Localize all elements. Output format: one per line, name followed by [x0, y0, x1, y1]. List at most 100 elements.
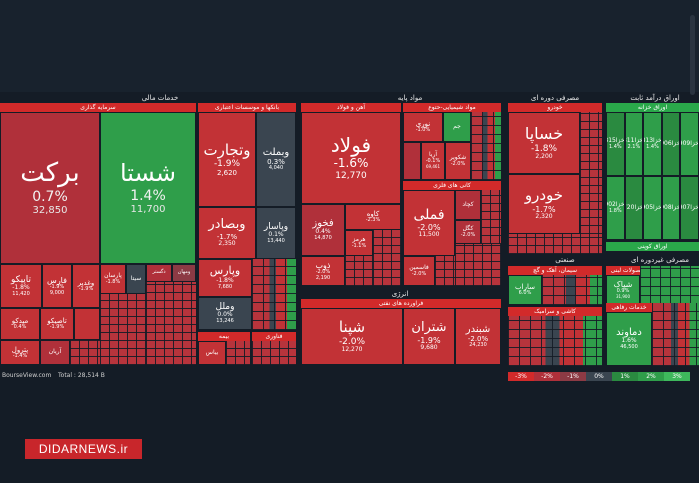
tile-midko[interactable]: میدکو 0.4% [0, 308, 40, 340]
tile-name: آریان [48, 348, 62, 356]
tile-vbime[interactable]: بیاس [198, 341, 226, 365]
tile-damavand[interactable]: دماوند 1.6% 46,500 [606, 312, 652, 366]
tile-tapiko[interactable]: تاپیکو -1.8% 11,420 [0, 264, 42, 308]
tile-kave[interactable]: کاوه -2.3% [345, 204, 401, 230]
subheader-coupon[interactable]: اوراق کوپنی [606, 242, 699, 251]
tile-aryan[interactable]: آریان [40, 340, 70, 365]
small-tiles-nonmetal[interactable] [481, 190, 501, 244]
small-tiles-auto-2[interactable] [508, 234, 602, 254]
tile-barkat[interactable]: برکت 0.7% 32,850 [0, 112, 100, 264]
treasury-tile[interactable]: اخزا908 [661, 176, 681, 240]
subheader-refinery[interactable]: فراورده های نفتی [301, 299, 501, 308]
tile-chem-small[interactable] [403, 142, 421, 180]
tile-pct: 1.4% [130, 188, 166, 204]
subheader-investment[interactable]: سرمایه گذاری [0, 103, 196, 112]
treasury-tile[interactable]: اخزا905 [643, 176, 662, 240]
subheader-banks[interactable]: بانکها و موسسات اعتباری [198, 103, 296, 112]
subheader-automotive[interactable]: خودرو [508, 103, 602, 112]
small-tiles-steel-2[interactable] [345, 256, 373, 286]
tile-tapiko2[interactable]: تاصیکو -1.9% [40, 308, 74, 340]
tile-sita[interactable]: سیتا [126, 264, 146, 294]
tile-zob[interactable]: ذوب -2.0% 2,190 [301, 256, 345, 286]
subheader-insurance[interactable]: بیمه [198, 332, 250, 341]
tile-shebandar[interactable]: شبندر -2.0% 24,230 [455, 308, 501, 365]
tile-khsapa[interactable]: خساپا -1.8% 2,200 [508, 112, 580, 174]
subheader-treasury[interactable]: اوراق خزانه [606, 103, 699, 112]
tile-price: 11,500 [418, 231, 440, 239]
treasury-tile-name: اخزا902 [607, 200, 625, 208]
legend-cell: -3% [508, 372, 534, 381]
tile-fasmin[interactable]: فاسمین -2.0% [403, 256, 435, 286]
tile-name: شپاک [613, 280, 633, 290]
subheader-chemicals[interactable]: مواد شیمیایی-حتوع [403, 103, 501, 112]
subheader-engineering[interactable]: کاشی و سرامیک [508, 307, 602, 316]
tile-pct: -2.3% [365, 217, 381, 224]
tile-vbmellat[interactable]: وبملت 0.3% 4,040 [256, 112, 296, 207]
tile-vpars[interactable]: وپارس -1.8% 7,680 [198, 259, 252, 297]
subheader-services[interactable]: خدمات رفاهی [606, 303, 652, 312]
small-tiles-nonmetal-2[interactable] [455, 244, 501, 286]
tile-fmeli[interactable]: فملی -2.0% 11,500 [403, 190, 455, 256]
tile-nouri[interactable]: نوری -1.0% [403, 112, 443, 142]
tile-unnamed-fin[interactable] [74, 308, 100, 340]
small-tiles-financial[interactable] [146, 282, 196, 365]
treasury-tile[interactable]: اخزا906 [661, 112, 681, 176]
tile-name: پترول [11, 345, 29, 354]
tile-pct: 1.6% [621, 337, 637, 345]
tile-shekoria[interactable]: شکویر -2.0% [445, 142, 471, 180]
tile-parsan[interactable]: پارسان -1.8% [100, 264, 126, 294]
tile-shasta[interactable]: شستا 1.4% 11,700 [100, 112, 196, 264]
tile-jam[interactable]: جم [443, 112, 471, 142]
tile-hormoz[interactable]: هرمز -1.1% [345, 230, 373, 256]
subheader-tech[interactable]: فناوری [252, 332, 296, 341]
subheader-iron-steel[interactable]: آهن و فولاد [301, 103, 401, 112]
small-tiles-steel[interactable] [373, 230, 401, 286]
subheader-cement[interactable]: سیمان، آهک و گچ [508, 266, 602, 275]
small-tiles-auto[interactable] [580, 112, 602, 234]
tile-khodro[interactable]: خودرو -1.7% 2,320 [508, 174, 580, 234]
tile-vtejarat[interactable]: وتجارت -1.9% 2,620 [198, 112, 256, 207]
subheader-non-metal[interactable]: کانی های فلزی [403, 181, 501, 190]
legend-cell: -1% [560, 372, 586, 381]
tile-vmellal[interactable]: وملل 0.0% 13,246 [198, 297, 252, 330]
tile-dgostar[interactable]: دگستر [146, 264, 172, 282]
treasury-tile[interactable]: اخزا9021.8% [606, 176, 625, 240]
tile-petrol[interactable]: پترول -1.4% [0, 340, 40, 365]
tile-price: 46,500 [620, 344, 638, 351]
treasury-tile[interactable]: اخزا909 [680, 112, 699, 176]
treasury-tile[interactable]: اخزا720 [624, 176, 644, 240]
small-tiles-chem[interactable] [471, 112, 501, 180]
tile-kchad[interactable]: کچاد [455, 190, 481, 220]
subheader-dairy[interactable]: محصولات لبنی [606, 266, 652, 275]
small-tiles-insurance[interactable] [226, 341, 250, 365]
tile-fkhooz[interactable]: فخوز 0.4% 14,870 [301, 204, 345, 256]
tile-foolad[interactable]: فولاد -1.6% 12,770 [301, 112, 401, 204]
tile-vmahan[interactable]: ومهان [172, 264, 196, 282]
tile-vpasar[interactable]: وپاسار 0.1% 13,440 [256, 207, 296, 259]
tile-shetran[interactable]: شتران -1.9% 9,680 [403, 308, 455, 365]
treasury-tile[interactable]: اخزا8131.4% [643, 112, 662, 176]
tile-vghadir[interactable]: وغدیر -1.9% [72, 264, 100, 308]
tile-arya[interactable]: آریا -0.1% 69,461 [421, 142, 445, 180]
tile-shapna[interactable]: شپنا -2.0% 12,270 [301, 308, 403, 365]
treasury-tile[interactable]: اخزا8151.4% [606, 112, 625, 176]
small-tiles-banks[interactable] [252, 259, 296, 330]
tile-vbsader[interactable]: وبصادر -1.7% 2,350 [198, 207, 256, 259]
tile-kgol[interactable]: کگل -2.0% [455, 220, 481, 244]
tile-fars[interactable]: فارس -1.9% 9,000 [42, 264, 72, 308]
small-tiles-nonmetal-3[interactable] [435, 256, 455, 286]
tile-name: جم [453, 122, 461, 130]
small-tiles-services[interactable] [652, 303, 699, 366]
treasury-tile[interactable]: اخزا8112.1% [624, 112, 644, 176]
small-tiles-dairy[interactable] [640, 266, 699, 305]
small-tiles-tech[interactable] [252, 341, 296, 365]
treasury-tile[interactable]: اخزا907 [680, 176, 699, 240]
small-tiles-financial-3[interactable] [70, 340, 100, 365]
tile-shpak[interactable]: شپاک 0.9% 31,900 [606, 275, 640, 305]
tile-pct: -1.9% [49, 283, 65, 290]
small-tiles-financial-2[interactable] [100, 294, 146, 365]
small-tiles-cement[interactable] [542, 275, 602, 305]
tile-saraab[interactable]: ساراب 6.0% [508, 275, 542, 305]
scrollbar[interactable] [690, 15, 695, 95]
small-tiles-industrial[interactable] [508, 316, 602, 366]
